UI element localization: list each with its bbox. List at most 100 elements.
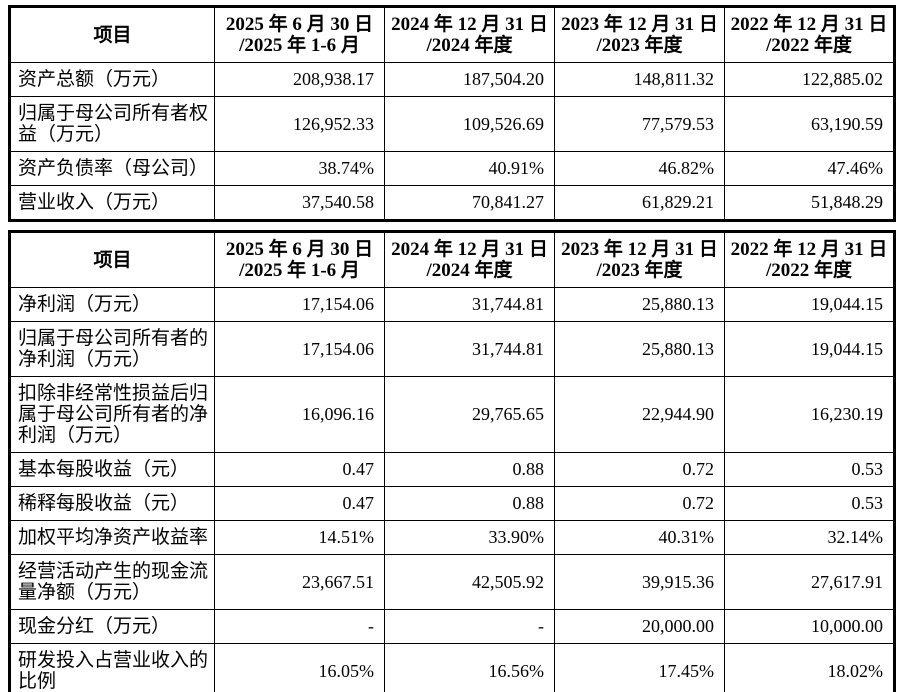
cell-value: 40.31% [554,520,725,555]
cell-value: 19,044.15 [724,321,895,377]
header-line-1: 2024 年 12 月 31 日 [391,14,548,35]
row-label: 归属于母公司所有者的净利润（万元） [9,321,215,377]
item-column-header: 项目 [9,6,215,63]
cell-value: 0.72 [554,486,725,521]
cell-value: - [384,609,555,644]
period-column-header: 2022 年 12 月 31 日/2022 年度 [724,6,895,63]
table-row: 归属于母公司所有者的净利润（万元） 17,154.06 31,744.81 25,88… [9,321,895,377]
cell-value: 33.90% [384,520,555,555]
row-label: 资产总额（万元） [9,62,215,97]
cell-value: 63,190.59 [724,96,895,152]
cell-value: 187,504.20 [384,62,555,97]
period-column-header: 2022 年 12 月 31 日/2022 年度 [724,231,895,288]
cell-value: 0.47 [214,486,385,521]
table-row: 现金分红（万元） - -20,000.00 10,000.00 [9,609,895,644]
row-label: 基本每股收益（元） [9,452,215,487]
cell-value: 17,154.06 [214,321,385,377]
row-label: 研发投入占营业收入的比例 [9,643,215,692]
table-row: 资产总额（万元） 208,938.17 187,504.20 148,811.32 12… [9,62,895,97]
header-line-2: /2023 年度 [596,260,683,281]
cell-value: 42,505.92 [384,554,555,610]
operating-results-table: 项目 2025 年 6 月 30 日/2025 年 1-6 月 2024 年 12 … [8,230,896,692]
cell-value: 38.74% [214,151,385,186]
cell-value: 47.46% [724,151,895,186]
row-label: 加权平均净资产收益率 [9,520,215,555]
item-column-header: 项目 [9,231,215,288]
period-column-header: 2023 年 12 月 31 日/2023 年度 [554,6,725,63]
period-column-header: 2025 年 6 月 30 日/2025 年 1-6 月 [214,6,385,63]
row-label: 稀释每股收益（元） [9,486,215,521]
cell-value: 0.53 [724,486,895,521]
header-line-1: 2025 年 6 月 30 日 [225,239,374,260]
header-line-2: /2025 年 1-6 月 [239,35,360,56]
cell-value: 0.88 [384,486,555,521]
table-row: 基本每股收益（元） 0.47 0.88 0.72 0.53 [9,452,895,487]
header-line-2: /2022 年度 [765,35,853,56]
cell-value: - [214,609,385,644]
financial-position-table: 项目 2025 年 6 月 30 日/2025 年 1-6 月 2024 年 12 … [8,5,896,222]
cell-value: 27,617.91 [724,554,895,610]
cell-value: 126,952.33 [214,96,385,152]
cell-value: 20,000.00 [554,609,725,644]
cell-value: 40.91% [384,151,555,186]
header-row: 项目 2025 年 6 月 30 日/2025 年 1-6 月 2024 年 12 … [9,231,895,288]
header-line-1: 项目 [93,24,132,46]
table-row: 加权平均净资产收益率 14.51% 33.90% 40.31% 32.14% [9,520,895,555]
row-label: 经营活动产生的现金流量净额（万元） [9,554,215,610]
cell-value: 51,848.29 [724,185,895,221]
cell-value: 22,944.90 [554,376,725,453]
header-line-1: 2023 年 12 月 31 日 [561,239,718,260]
table-row: 归属于母公司所有者权益（万元） 126,952.33 109,526.69 77,57… [9,96,895,152]
cell-value: 14.51% [214,520,385,555]
cell-value: 25,880.13 [554,321,725,377]
period-column-header: 2023 年 12 月 31 日/2023 年度 [554,231,725,288]
header-line-1: 项目 [93,249,132,271]
header-line-1: 2025 年 6 月 30 日 [225,14,374,35]
table-row: 经营活动产生的现金流量净额（万元） 23,667.51 42,505.92 39,91… [9,554,895,610]
cell-value: 31,744.81 [384,287,555,322]
cell-value: 19,044.15 [724,287,895,322]
row-label: 归属于母公司所有者权益（万元） [9,96,215,152]
cell-value: 109,526.69 [384,96,555,152]
header-row: 项目 2025 年 6 月 30 日/2025 年 1-6 月 2024 年 12 … [9,6,895,63]
cell-value: 18.02% [724,643,895,692]
period-column-header: 2024 年 12 月 31 日/2024 年度 [384,231,555,288]
cell-value: 46.82% [554,151,725,186]
table-row: 扣除非经常性损益后归属于母公司所有者的净利润（万元） 16,096.16 29,76… [9,376,895,453]
cell-value: 77,579.53 [554,96,725,152]
table-row: 研发投入占营业收入的比例 16.05% 16.56% 17.45% 18.02% [9,643,895,692]
cell-value: 32.14% [724,520,895,555]
table-row: 资产负债率（母公司） 38.74% 40.91% 46.82% 47.46% [9,151,895,186]
header-line-2: /2024 年度 [426,35,513,56]
cell-value: 39,915.36 [554,554,725,610]
row-label: 资产负债率（母公司） [9,151,215,186]
cell-value: 37,540.58 [214,185,385,221]
cell-value: 29,765.65 [384,376,555,453]
row-label: 营业收入（万元） [9,185,215,221]
header-line-2: /2022 年度 [765,260,853,281]
cell-value: 0.53 [724,452,895,487]
cell-value: 16,230.19 [724,376,895,453]
cell-value: 61,829.21 [554,185,725,221]
row-label: 净利润（万元） [9,287,215,322]
header-line-2: /2023 年度 [596,35,683,56]
header-line-1: 2022 年 12 月 31 日 [730,14,888,35]
header-line-2: /2025 年 1-6 月 [239,260,360,281]
cell-value: 17.45% [554,643,725,692]
header-line-1: 2022 年 12 月 31 日 [730,239,888,260]
cell-value: 148,811.32 [554,62,725,97]
table-row: 营业收入（万元） 37,540.58 70,841.27 61,829.21 51,84… [9,185,895,221]
cell-value: 23,667.51 [214,554,385,610]
cell-value: 16.05% [214,643,385,692]
period-column-header: 2025 年 6 月 30 日/2025 年 1-6 月 [214,231,385,288]
header-line-1: 2023 年 12 月 31 日 [561,14,718,35]
cell-value: 0.88 [384,452,555,487]
cell-value: 16.56% [384,643,555,692]
cell-value: 0.47 [214,452,385,487]
cell-value: 122,885.02 [724,62,895,97]
header-line-2: /2024 年度 [426,260,513,281]
header-line-1: 2024 年 12 月 31 日 [391,239,548,260]
row-label: 扣除非经常性损益后归属于母公司所有者的净利润（万元） [9,376,215,453]
cell-value: 70,841.27 [384,185,555,221]
